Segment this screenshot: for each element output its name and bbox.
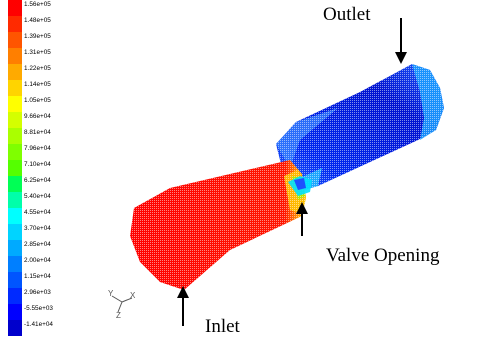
legend-label-13: 5.40e+04 (24, 193, 51, 200)
legend-label-17: 2.00e+04 (24, 257, 51, 264)
legend-label-10: 7.96e+04 (24, 145, 51, 152)
valve-opening-arrow (296, 202, 308, 236)
legend-label-16: 2.85e+04 (24, 241, 51, 248)
legend-label-20: -5.55e+03 (24, 305, 53, 312)
legend-swatch-20 (8, 304, 22, 320)
outlet-label: Outlet (323, 4, 371, 25)
legend-swatch-7 (8, 96, 22, 112)
legend-swatch-3 (8, 32, 22, 48)
legend-swatch-5 (8, 64, 22, 80)
axis-triad-z: Z (116, 311, 121, 320)
legend-label-3: 1.39e+05 (24, 33, 51, 40)
legend-label-8: 9.66e+04 (24, 113, 51, 120)
legend-label-1: 1.56e+05 (24, 1, 51, 8)
legend-swatch-10 (8, 144, 22, 160)
legend-swatch-15 (8, 224, 22, 240)
legend-label-11: 7.10e+04 (24, 161, 51, 168)
legend-swatch-8 (8, 112, 22, 128)
legend-label-2: 1.48e+05 (24, 17, 51, 24)
legend-swatch-1 (8, 0, 22, 16)
legend-label-12: 6.25e+04 (24, 177, 51, 184)
outlet-arrow (395, 18, 407, 64)
legend-swatch-14 (8, 208, 22, 224)
legend-label-6: 1.14e+05 (24, 81, 51, 88)
legend-swatch-16 (8, 240, 22, 256)
legend-swatch-4 (8, 48, 22, 64)
legend-swatch-17 (8, 256, 22, 272)
legend-swatch-18 (8, 272, 22, 288)
legend-label-18: 1.15e+04 (24, 273, 51, 280)
legend-swatch-21 (8, 320, 22, 336)
legend-swatch-12 (8, 176, 22, 192)
legend-swatch-11 (8, 160, 22, 176)
legend-label-7: 1.05e+05 (24, 97, 51, 104)
outlet-cylinder (276, 64, 444, 192)
valve-opening-label: Valve Opening (326, 245, 440, 266)
legend-label-15: 3.70e+04 (24, 225, 51, 232)
legend-swatch-19 (8, 288, 22, 304)
legend-label-14: 4.55e+04 (24, 209, 51, 216)
inlet-arrow (177, 286, 189, 326)
legend-label-9: 8.81e+04 (24, 129, 51, 136)
legend-label-5: 1.22e+05 (24, 65, 51, 72)
inlet-cylinder (130, 160, 306, 290)
legend-swatch-9 (8, 128, 22, 144)
colorbar (8, 0, 22, 336)
axis-triad-y: Y (108, 289, 114, 298)
inlet-label: Inlet (205, 316, 240, 337)
legend-swatch-13 (8, 192, 22, 208)
axis-triad-x: X (130, 291, 136, 300)
legend-label-4: 1.31e+05 (24, 49, 51, 56)
legend-swatch-6 (8, 80, 22, 96)
legend-swatch-2 (8, 16, 22, 32)
legend-label-21: -1.41e+04 (24, 321, 53, 328)
axis-triad-icon: Y X Z (108, 289, 136, 320)
valve-opening-region (288, 176, 312, 196)
legend-label-19: 2.96e+03 (24, 289, 51, 296)
